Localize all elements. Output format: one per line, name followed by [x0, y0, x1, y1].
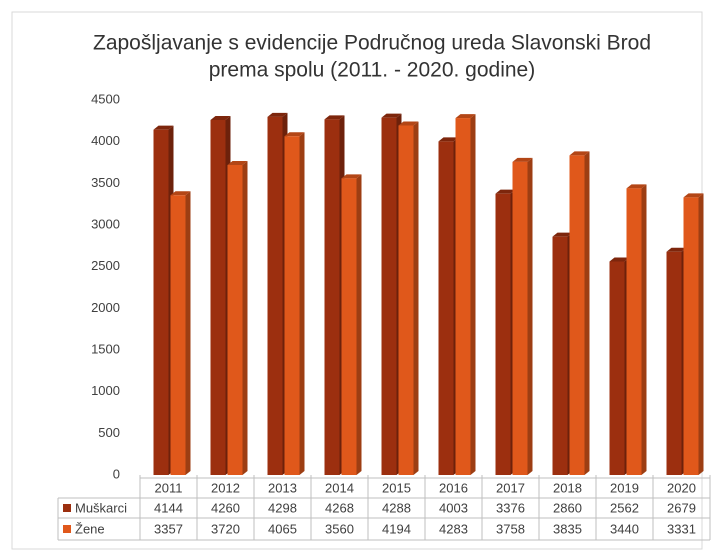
y-tick-label: 1500 — [91, 341, 120, 356]
y-tick-label: 4500 — [91, 91, 120, 106]
table-value: 2679 — [667, 500, 696, 515]
bar — [227, 165, 243, 475]
table-value: 2860 — [553, 500, 582, 515]
table-value: 3560 — [325, 521, 354, 536]
y-tick-label: 2000 — [91, 300, 120, 315]
bar-side — [185, 191, 191, 475]
bar-top — [455, 114, 476, 119]
y-tick-label: 4000 — [91, 133, 120, 148]
bar-top — [284, 132, 305, 137]
bar-top — [341, 174, 362, 179]
table-value: 4298 — [268, 500, 297, 515]
bar — [455, 118, 471, 475]
bar-side — [698, 193, 704, 475]
bar — [398, 125, 414, 475]
y-tick-label: 1000 — [91, 383, 120, 398]
legend-swatch — [63, 504, 71, 512]
y-tick-label: 0 — [113, 466, 120, 481]
bar — [153, 129, 169, 475]
bar-top — [609, 257, 630, 262]
bar — [495, 193, 511, 475]
table-value: 3835 — [553, 521, 582, 536]
x-tick-label: 2018 — [553, 480, 582, 495]
bar-top — [381, 113, 402, 118]
bar — [438, 141, 454, 475]
table-value: 4065 — [268, 521, 297, 536]
bar-top — [626, 184, 647, 189]
bar — [210, 120, 226, 475]
bar-top — [683, 193, 704, 198]
legend-swatch — [63, 525, 71, 533]
table-value: 3440 — [610, 521, 639, 536]
x-tick-label: 2011 — [155, 480, 183, 495]
y-tick-label: 3000 — [91, 216, 120, 231]
bar-top — [666, 247, 687, 252]
table-value: 4260 — [211, 500, 240, 515]
bar — [267, 116, 283, 475]
table-value: 2562 — [610, 500, 639, 515]
table-value: 4144 — [154, 500, 183, 515]
table-value: 3357 — [154, 521, 183, 536]
table-value: 3758 — [496, 521, 525, 536]
legend-label: Muškarci — [75, 500, 127, 515]
bar-side — [641, 184, 647, 476]
bar-side — [470, 114, 476, 475]
x-tick-label: 2017 — [496, 480, 525, 495]
y-tick-label: 500 — [98, 425, 120, 440]
table-value: 3331 — [667, 521, 696, 536]
bar — [341, 178, 357, 476]
table-value: 3720 — [211, 521, 240, 536]
bar-side — [527, 157, 533, 476]
bar — [170, 195, 186, 475]
bar-side — [356, 174, 362, 476]
x-tick-label: 2019 — [610, 480, 639, 495]
x-tick-label: 2013 — [268, 480, 297, 495]
bar — [666, 251, 682, 475]
bar-top — [398, 121, 419, 126]
bar — [284, 136, 300, 475]
bar-top — [552, 232, 573, 237]
bar — [512, 161, 528, 476]
table-value: 4194 — [382, 521, 411, 536]
chart-title: Zapošljavanje s evidencije Područnog ure… — [93, 32, 651, 55]
bar-top — [153, 125, 174, 130]
bar-top — [569, 151, 590, 156]
bar-top — [495, 189, 516, 194]
bar-side — [584, 151, 590, 475]
bar — [683, 197, 699, 475]
bar-top — [210, 116, 231, 120]
bar — [552, 236, 568, 475]
x-tick-label: 2015 — [382, 480, 411, 495]
table-value: 4288 — [382, 500, 411, 515]
y-tick-label: 2500 — [91, 258, 120, 273]
bar — [626, 188, 642, 476]
bar-top — [267, 112, 288, 117]
table-value: 3376 — [496, 500, 525, 515]
bar — [569, 155, 585, 475]
table-value: 4268 — [325, 500, 354, 515]
bar — [324, 119, 340, 475]
bar-top — [438, 137, 459, 142]
x-tick-label: 2012 — [211, 480, 240, 495]
bar — [381, 117, 397, 476]
x-tick-label: 2016 — [439, 480, 468, 495]
chart-title: prema spolu (2011. - 2020. godine) — [209, 59, 535, 82]
bar-side — [299, 132, 305, 475]
x-tick-label: 2020 — [667, 480, 696, 495]
table-value: 4003 — [439, 500, 468, 515]
table-value: 4283 — [439, 521, 468, 536]
bar-top — [324, 115, 345, 120]
bar-side — [242, 161, 248, 475]
bar-top — [512, 157, 533, 162]
bar-top — [170, 191, 191, 196]
legend-label: Žene — [75, 521, 105, 536]
y-tick-label: 3500 — [91, 175, 120, 190]
x-tick-label: 2014 — [325, 480, 354, 495]
bar-side — [413, 121, 419, 475]
bar — [609, 261, 625, 475]
bar-top — [227, 161, 248, 165]
